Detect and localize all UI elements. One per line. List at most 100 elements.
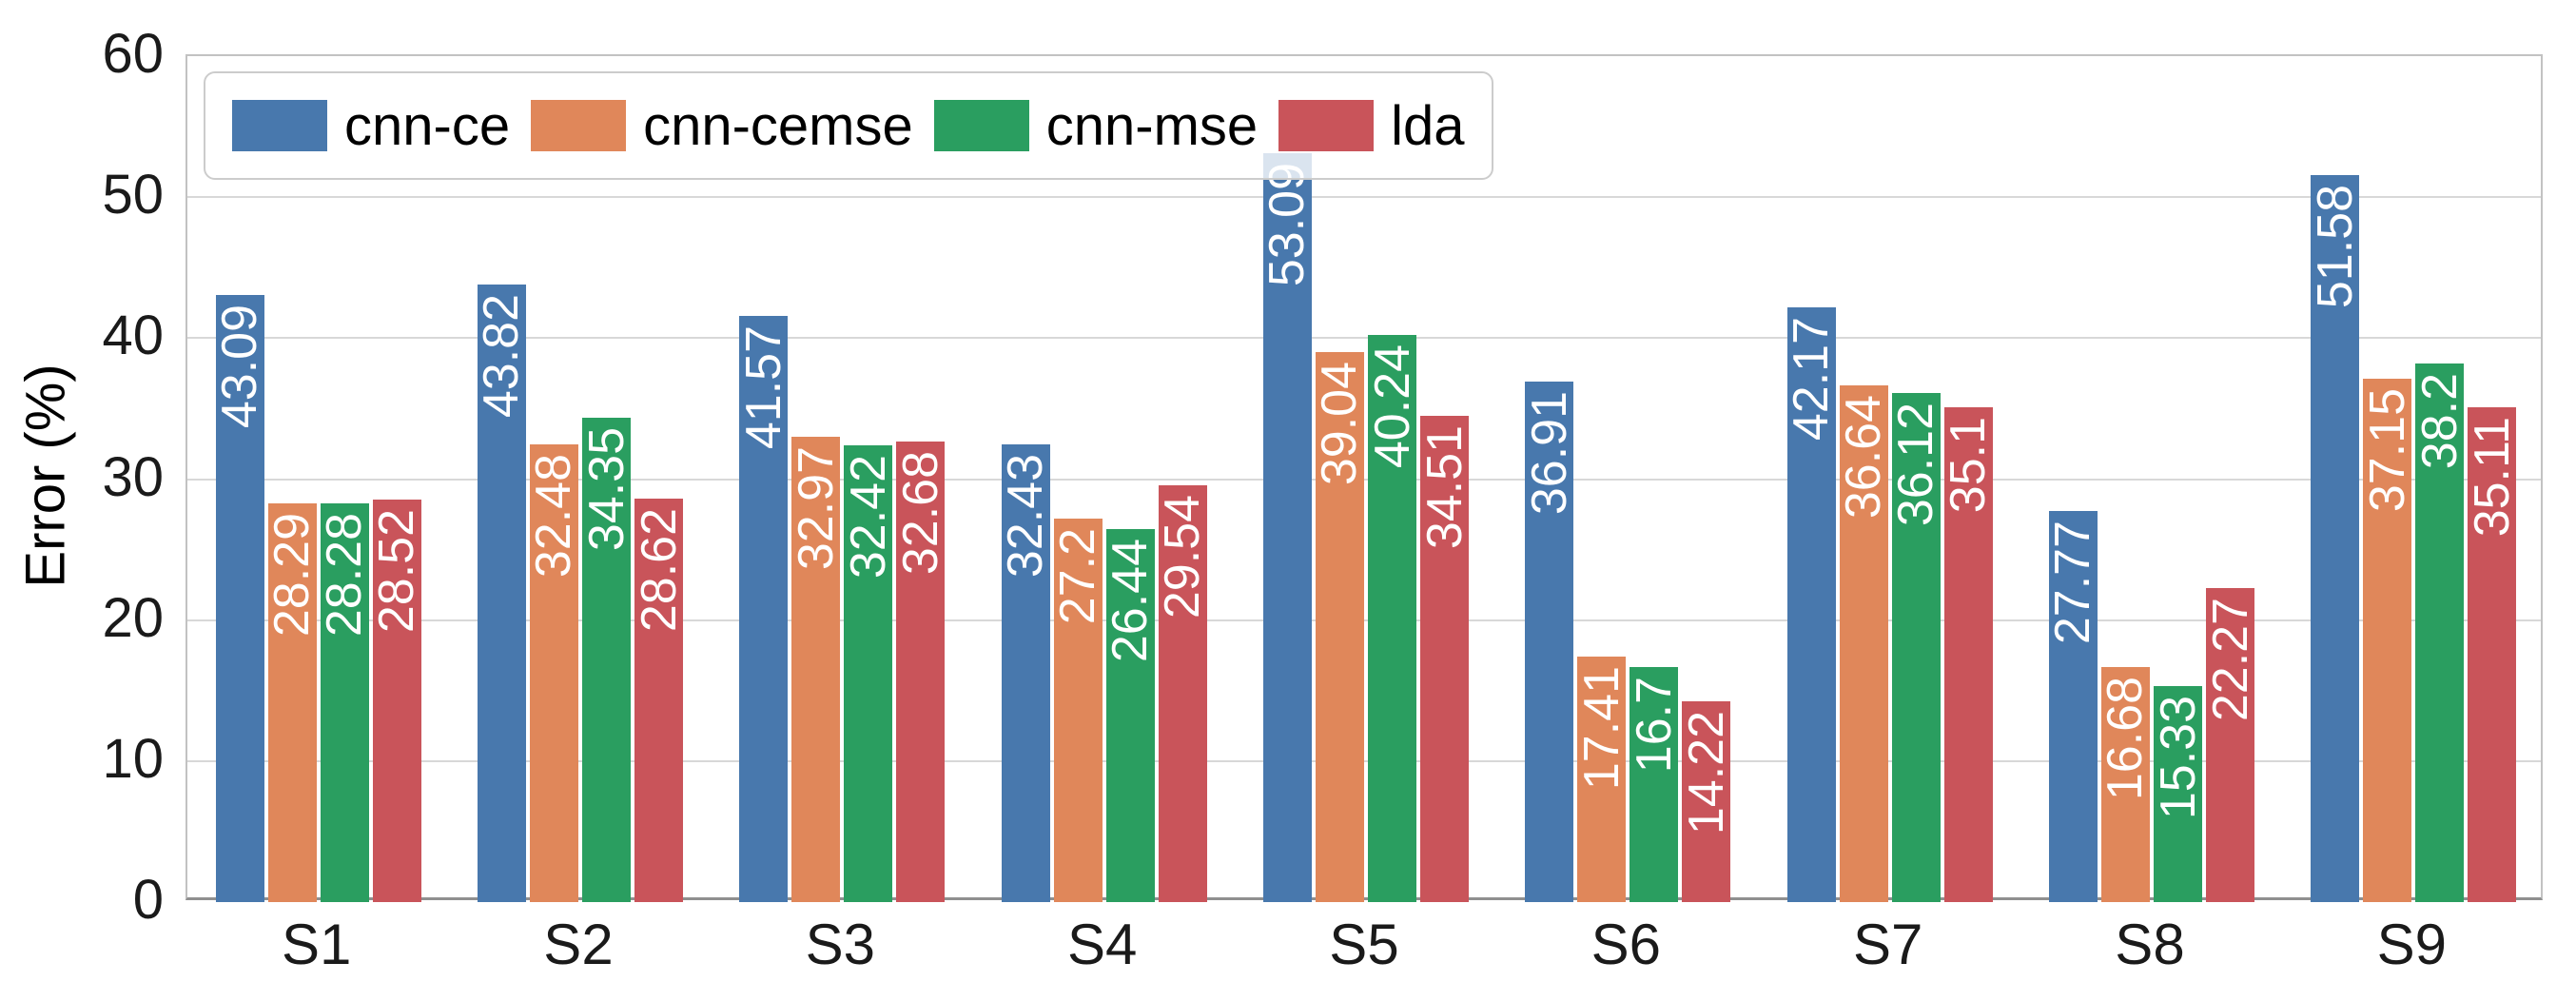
bar-value-label: 15.33 <box>2150 695 2206 819</box>
bar-value-label: 26.44 <box>1103 539 1159 663</box>
bar-lda-S6: 14.22 <box>1678 701 1734 902</box>
x-tick-label-S8: S8 <box>2115 913 2185 976</box>
gridline <box>187 478 2541 481</box>
bar-value-label: 32.48 <box>526 453 582 578</box>
bar-cnn-cemse-S8: 16.68 <box>2098 666 2154 902</box>
x-tick-label-S7: S7 <box>1852 913 1923 976</box>
bar-cnn-mse-S3: 32.42 <box>840 444 896 902</box>
bar-value-label: 37.15 <box>2359 387 2415 512</box>
bar-value-label: 43.82 <box>474 293 530 418</box>
bar-value-label: 43.09 <box>212 304 268 428</box>
y-tick-label: 30 <box>102 445 164 508</box>
bar-value-label: 28.29 <box>264 512 321 637</box>
bar-cnn-mse-S6: 16.7 <box>1626 666 1682 902</box>
bar-value-label: 14.22 <box>1678 711 1734 835</box>
bar-value-label: 32.43 <box>998 454 1054 579</box>
bar-cnn-mse-S4: 26.44 <box>1103 529 1159 902</box>
bar-cnn-cemse-S5: 39.04 <box>1312 351 1368 902</box>
bar-cnn-ce-S4: 32.43 <box>998 444 1054 902</box>
y-tick-label: 0 <box>132 869 164 931</box>
bar-lda-S3: 32.68 <box>893 441 948 902</box>
x-tick-label-S2: S2 <box>543 913 614 976</box>
bar-value-label: 40.24 <box>1364 344 1420 468</box>
legend-label-cnn-ce: cnn-ce <box>344 94 511 157</box>
bar-value-label: 53.09 <box>1259 163 1316 287</box>
bar-cnn-cemse-S6: 17.41 <box>1573 657 1630 902</box>
bar-value-label: 28.62 <box>631 507 687 633</box>
bar-value-label: 32.42 <box>840 454 896 579</box>
bar-value-label: 35.1 <box>1941 416 1997 514</box>
bar-value-label: 42.17 <box>1784 317 1840 442</box>
bar-cnn-ce-S2: 43.82 <box>474 284 530 902</box>
bar-cnn-ce-S9: 51.58 <box>2307 174 2363 902</box>
x-tick-label-S3: S3 <box>805 913 876 976</box>
legend-swatch-cnn-cemse <box>531 100 627 151</box>
legend-swatch-lda <box>1278 100 1375 151</box>
bar-cnn-cemse-S7: 36.64 <box>1836 385 1892 902</box>
bar-value-label: 51.58 <box>2307 184 2363 308</box>
gridline <box>187 759 2541 762</box>
bar-cnn-mse-S2: 34.35 <box>579 418 634 902</box>
legend-swatch-cnn-mse <box>933 100 1029 151</box>
bar-cnn-cemse-S4: 27.2 <box>1050 518 1106 902</box>
y-tick-label: 10 <box>102 727 164 790</box>
bar-value-label: 38.2 <box>2411 373 2468 470</box>
plot-area: 43.09 43.82 41.57 32.43 53.09 36.91 42.17 27.77… <box>185 54 2543 902</box>
bar-value-label: 27.77 <box>2045 520 2101 644</box>
bar-lda-S1: 28.52 <box>369 500 425 902</box>
legend-swatch-cnn-ce <box>232 100 327 151</box>
bar-lda-S4: 29.54 <box>1155 485 1211 902</box>
y-tick-label: 40 <box>102 305 164 367</box>
gridline <box>187 337 2541 340</box>
bar-value-label: 16.68 <box>2098 676 2154 800</box>
gridline <box>187 196 2541 199</box>
bar-cnn-mse-S9: 38.2 <box>2411 363 2468 902</box>
bar-value-label: 39.04 <box>1312 361 1368 485</box>
legend-label-lda: lda <box>1391 94 1465 157</box>
bar-cnn-ce-S5: 53.09 <box>1259 153 1316 902</box>
bar-value-label: 28.52 <box>369 509 425 634</box>
x-tick-label-S9: S9 <box>2376 913 2448 976</box>
bar-value-label: 28.28 <box>317 512 373 638</box>
x-tick-label-S6: S6 <box>1590 913 1662 976</box>
gridline <box>187 619 2541 621</box>
bar-value-label: 41.57 <box>735 325 791 450</box>
bar-cnn-mse-S1: 28.28 <box>317 502 373 902</box>
bar-value-label: 22.27 <box>2202 598 2258 722</box>
bar-cnn-cemse-S1: 28.29 <box>264 502 321 902</box>
bar-lda-S2: 28.62 <box>631 498 687 902</box>
legend-label-cnn-mse: cnn-mse <box>1045 94 1259 157</box>
bar-cnn-ce-S1: 43.09 <box>212 294 268 902</box>
bar-value-label: 36.91 <box>1521 391 1577 516</box>
legend-item-cnn-ce: cnn-ce <box>232 94 510 158</box>
bar-cnn-mse-S5: 40.24 <box>1364 334 1420 902</box>
bar-lda-S5: 34.51 <box>1416 415 1473 902</box>
bar-cnn-ce-S3: 41.57 <box>735 316 791 902</box>
bar-value-label: 17.41 <box>1573 666 1630 791</box>
x-tick-label-S5: S5 <box>1329 913 1399 976</box>
bar-lda-S8: 22.27 <box>2202 588 2258 902</box>
bar-value-label: 32.97 <box>788 446 844 571</box>
bar-lda-S7: 35.1 <box>1941 406 1997 902</box>
legend-item-lda: lda <box>1278 94 1465 158</box>
bar-cnn-cemse-S2: 32.48 <box>526 443 582 902</box>
legend: cnn-ce cnn-cemse cnn-mse lda <box>204 71 1493 180</box>
bar-cnn-ce-S6: 36.91 <box>1521 382 1577 902</box>
x-tick-label-S1: S1 <box>281 913 352 976</box>
bar-value-label: 36.64 <box>1836 395 1892 520</box>
legend-item-cnn-cemse: cnn-cemse <box>531 94 913 158</box>
bar-value-label: 36.12 <box>1888 402 1944 526</box>
bar-value-label: 16.7 <box>1626 676 1682 773</box>
bar-value-label: 27.2 <box>1050 527 1106 625</box>
bar-cnn-ce-S7: 42.17 <box>1784 307 1840 902</box>
y-tick-label: 20 <box>102 586 164 649</box>
bar-value-label: 34.51 <box>1416 424 1473 549</box>
y-tick-label: 50 <box>102 164 164 226</box>
bar-cnn-mse-S8: 15.33 <box>2150 685 2206 902</box>
bar-value-label: 29.54 <box>1155 495 1211 619</box>
bar-cnn-ce-S8: 27.77 <box>2045 510 2101 902</box>
bar-cnn-mse-S7: 36.12 <box>1888 392 1944 902</box>
legend-item-cnn-mse: cnn-mse <box>933 94 1259 158</box>
y-tick-label: 60 <box>102 23 164 85</box>
